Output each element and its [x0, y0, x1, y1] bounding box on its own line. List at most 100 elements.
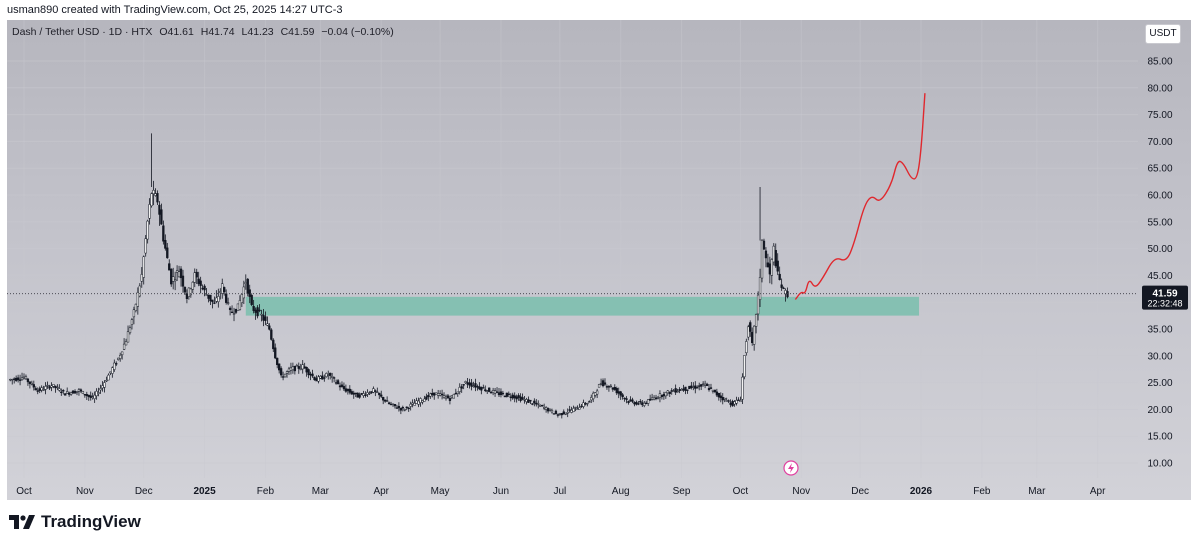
candle-body	[87, 394, 90, 397]
candle-body	[370, 391, 373, 394]
candle-body	[539, 405, 542, 407]
candle-body	[446, 395, 450, 399]
candle-body	[305, 366, 308, 373]
currency-button[interactable]: USDT	[1145, 24, 1181, 44]
candle-body	[411, 402, 414, 405]
x-tick-label: Feb	[973, 486, 991, 497]
candle-body	[191, 281, 194, 290]
candle-body	[519, 396, 522, 401]
candle-body	[541, 404, 544, 407]
x-tick-label: Apr	[373, 486, 389, 497]
candle-body	[140, 274, 143, 282]
candle-body	[156, 193, 159, 203]
candle-body	[639, 401, 642, 403]
candle-body	[77, 389, 81, 392]
candle-body	[588, 401, 591, 403]
candle-body	[623, 397, 626, 400]
candle-body	[205, 294, 208, 296]
candle-body	[295, 365, 298, 367]
candle-body	[751, 331, 754, 344]
candle-body	[493, 390, 497, 394]
candle-body	[660, 394, 664, 397]
candle-body	[658, 393, 662, 398]
candle-body	[762, 240, 766, 250]
candle-body	[758, 276, 762, 300]
y-tick-label: 80.00	[1147, 83, 1172, 94]
candle-body	[409, 403, 412, 407]
candle-body	[285, 371, 289, 374]
symbol-pair[interactable]: Dash / Tether USD · 1D · HTX	[12, 26, 153, 38]
candle-body	[279, 368, 283, 376]
y-tick-label: 45.00	[1147, 271, 1172, 282]
candle-body	[248, 289, 251, 297]
candle-body	[688, 385, 691, 389]
candle-body	[329, 372, 332, 376]
x-tick-label: Mar	[312, 486, 330, 497]
x-tick-label: Jul	[553, 486, 566, 497]
event-marker-icon[interactable]	[783, 460, 799, 476]
candle-body	[756, 294, 760, 315]
candle-body	[778, 273, 781, 280]
x-tick-label: 2026	[910, 486, 933, 497]
candle-body	[780, 284, 783, 288]
candle-body	[262, 314, 265, 321]
candle-body	[81, 391, 85, 394]
candle-body	[529, 399, 532, 402]
support-zone-layer	[245, 296, 920, 316]
candle-body	[217, 296, 220, 302]
tradingview-logo[interactable]: TradingView	[9, 512, 141, 532]
candle-body	[423, 398, 426, 402]
candle-body	[690, 385, 693, 388]
candle-body	[729, 402, 732, 405]
candle-body	[95, 390, 98, 397]
candle-body	[336, 380, 340, 385]
candle-body	[60, 391, 63, 394]
candle-body	[584, 403, 587, 405]
candle-body	[413, 403, 416, 406]
candle-body	[254, 309, 257, 313]
candle-body	[527, 399, 530, 403]
candle-body	[444, 396, 448, 399]
candle-body	[270, 329, 273, 340]
candle-body	[362, 393, 365, 396]
candle-body	[768, 263, 772, 275]
candle-body	[542, 407, 546, 409]
candle-body	[130, 319, 134, 325]
candle-body	[531, 403, 534, 405]
candle-body	[79, 389, 83, 392]
candle-body	[580, 405, 583, 408]
chart-area[interactable]	[7, 20, 1191, 500]
candle-body	[511, 394, 514, 399]
candle-body	[128, 327, 132, 334]
candle-body	[219, 291, 222, 293]
candle-body	[619, 391, 622, 396]
candle-body	[85, 394, 88, 397]
candle-body	[472, 385, 475, 387]
candle-body	[486, 390, 489, 392]
price-series	[7, 133, 1138, 419]
candle-body	[124, 341, 128, 346]
candle-body	[221, 283, 224, 294]
y-tick-label: 20.00	[1147, 405, 1172, 416]
candle-body	[433, 392, 436, 396]
candle-body	[421, 400, 424, 403]
candle-body	[544, 407, 548, 410]
candle-body	[144, 238, 147, 254]
candle-body	[234, 308, 238, 313]
candle-body	[344, 388, 348, 392]
candle-body	[505, 392, 508, 397]
candle-body	[170, 268, 173, 285]
candle-body	[14, 377, 18, 381]
candle-body	[207, 294, 210, 299]
candle-body	[146, 220, 149, 240]
candle-body	[115, 363, 118, 365]
candle-body	[67, 392, 71, 395]
candle-body	[276, 357, 279, 366]
candle-body	[111, 367, 114, 374]
candle-body	[338, 385, 342, 388]
candle-body	[48, 386, 51, 389]
candle-body	[737, 399, 740, 401]
candle-body	[452, 393, 456, 399]
ohlc-close: C41.59	[280, 26, 315, 38]
